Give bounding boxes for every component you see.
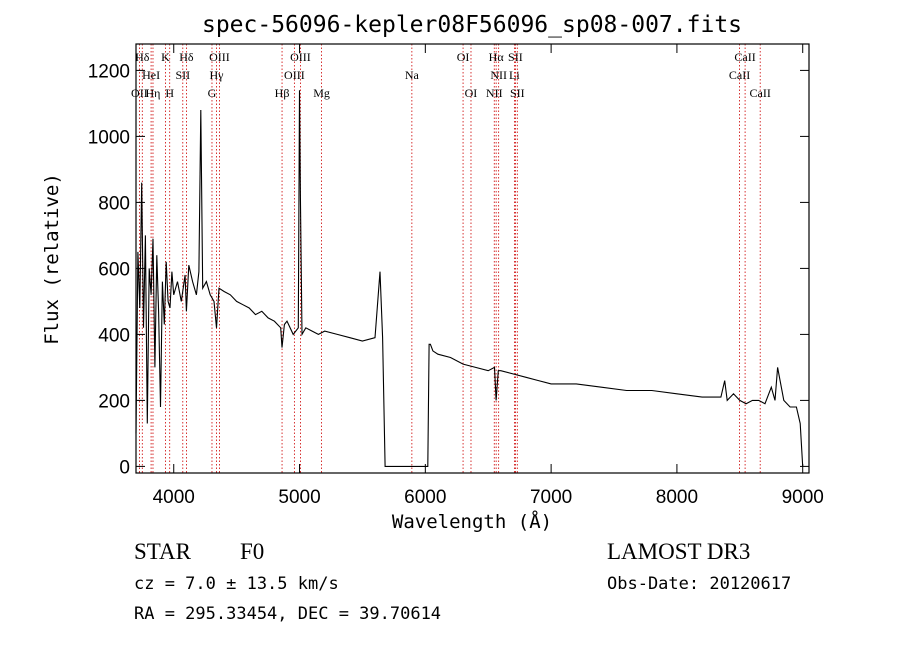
spectral-line-label: K — [161, 50, 170, 64]
y-tick-label: 400 — [98, 325, 130, 346]
spectral-line-label: OII — [131, 86, 148, 100]
x-axis-label: Wavelength (Å) — [392, 510, 552, 533]
x-tick-label: 8000 — [656, 487, 698, 508]
coordinates: RA = 295.33454, DEC = 39.70614 — [134, 604, 442, 624]
spectral-line-label: Hγ — [210, 68, 225, 82]
spectral-line-label: Na — [405, 68, 420, 82]
spectral-line-label: Hβ — [275, 86, 290, 100]
spectral-line-label: Hδ — [135, 50, 150, 64]
plot-frame — [135, 43, 810, 474]
spectrum-line — [135, 90, 804, 467]
y-tick-label: 0 — [119, 457, 130, 478]
object-class: STAR — [134, 539, 191, 564]
spectral-line-label: SII — [175, 68, 190, 82]
spectral-line-label: H — [165, 86, 174, 100]
spectral-line-label: SII — [510, 86, 525, 100]
survey-name: LAMOST DR3 — [607, 539, 751, 564]
spectral-line-label: Mg — [313, 86, 330, 100]
spectral-line-label: CaII — [734, 50, 755, 64]
spectral-line-label: Hα — [489, 50, 505, 64]
spectral-line-label: OIII — [284, 68, 305, 82]
spectral-line-label: G — [208, 86, 217, 100]
y-tick-label: 1200 — [88, 61, 130, 82]
spectral-line-label: Hη — [146, 86, 161, 100]
x-tick-label: 4000 — [153, 487, 195, 508]
subclass: F0 — [240, 539, 265, 564]
spectral-line-label: SII — [508, 50, 523, 64]
x-tick-label: 9000 — [782, 487, 824, 508]
spectral-line-label: OIII — [290, 50, 311, 64]
spectral-line-label: Hδ — [179, 50, 194, 64]
spectral-line-label: OIII — [209, 50, 230, 64]
x-tick-label: 5000 — [278, 487, 320, 508]
spectral-line-label: OI — [465, 86, 478, 100]
spectral-line-label: HeI — [142, 68, 160, 82]
y-tick-label: 800 — [98, 193, 130, 214]
y-tick-label: 1000 — [88, 127, 130, 148]
x-tick-label: 6000 — [404, 487, 446, 508]
spectral-line-label: Li — [509, 68, 520, 82]
spectral-line-label: NII — [490, 68, 507, 82]
spectral-line-label: OI — [457, 50, 470, 64]
chart-title: spec-56096-kepler08F56096_sp08-007.fits — [202, 12, 742, 38]
spectral-line-label: NII — [486, 86, 503, 100]
y-tick-label: 600 — [98, 259, 130, 280]
spectral-line-label: CaII — [750, 86, 771, 100]
y-tick-label: 200 — [98, 391, 130, 412]
spectral-line-label: CaII — [729, 68, 750, 82]
obs-date: Obs-Date: 20120617 — [607, 574, 792, 594]
cz-value: cz = 7.0 ± 13.5 km/s — [134, 574, 339, 594]
x-tick-label: 7000 — [530, 487, 572, 508]
y-axis-label: Flux (relative) — [41, 173, 63, 345]
